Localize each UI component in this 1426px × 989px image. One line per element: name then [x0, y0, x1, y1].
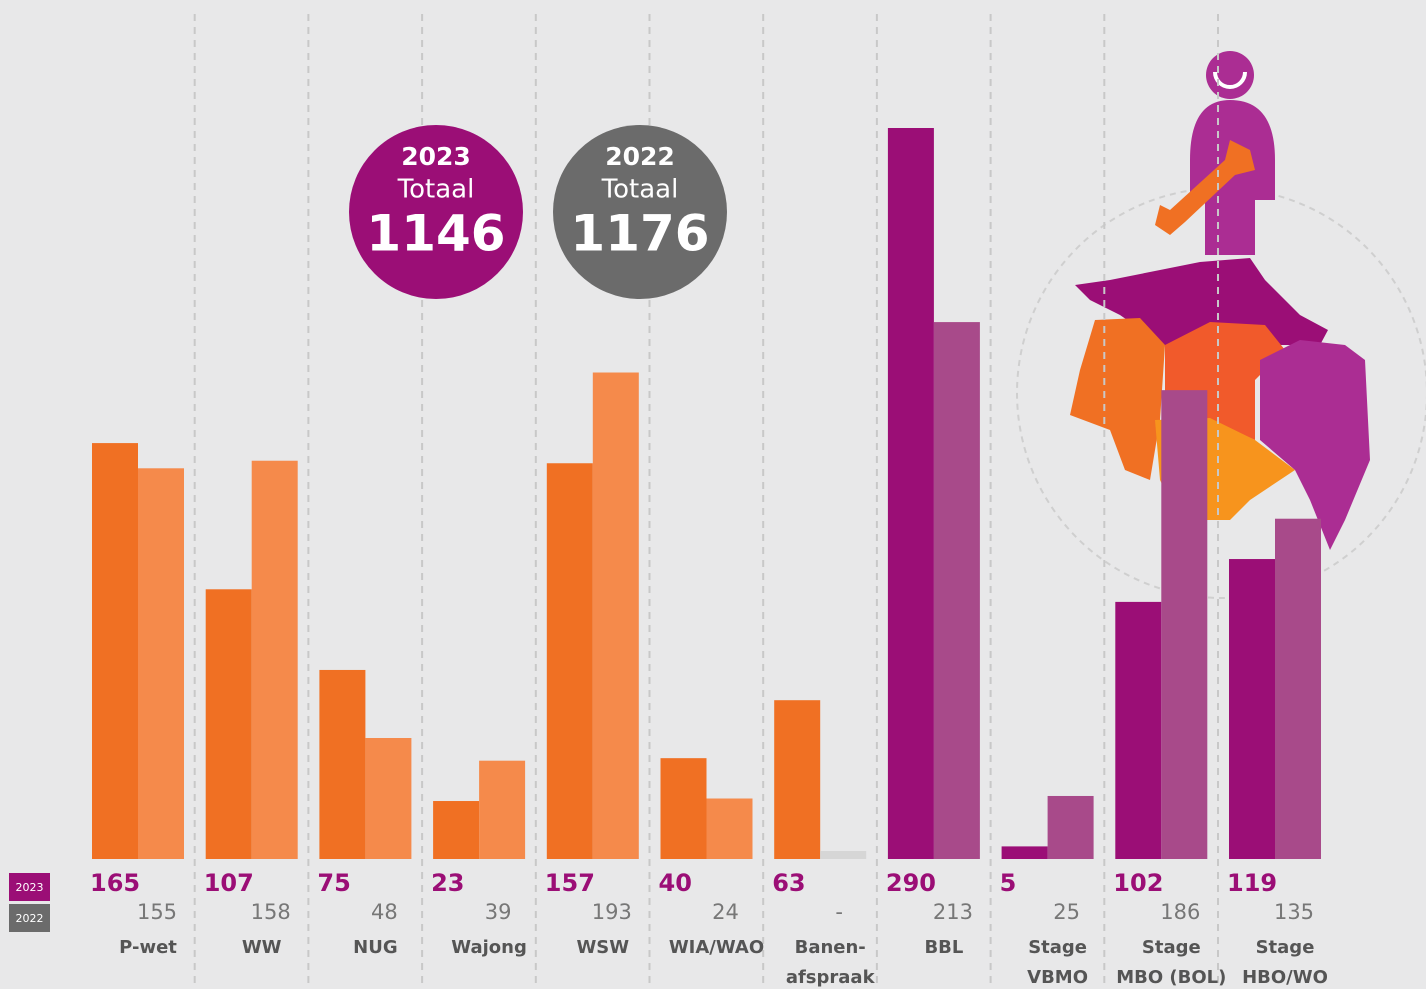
category-label: Wajong: [451, 937, 527, 958]
total-value: 1146: [366, 205, 505, 263]
value-label-2022: -: [835, 900, 843, 924]
value-label-2022: 135: [1274, 900, 1314, 924]
category-label: Stage VBMO: [1027, 937, 1088, 988]
bar: [138, 468, 184, 859]
value-label-2022: 158: [251, 900, 291, 924]
total-year: 2023: [401, 142, 471, 171]
category-label: NUG: [353, 937, 397, 958]
value-label-2022: 48: [371, 900, 398, 924]
value-label-2023: 165: [90, 869, 140, 897]
value-label-2022: 24: [712, 900, 739, 924]
bar: [205, 589, 252, 859]
value-label-2023: 23: [431, 869, 464, 897]
bar: [887, 128, 934, 859]
value-label-2023: 107: [204, 869, 254, 897]
bar: [1161, 390, 1208, 859]
bar: [1275, 518, 1321, 859]
bar: [592, 372, 639, 859]
bar: [1229, 559, 1275, 859]
bar: [1115, 601, 1162, 859]
value-label-2022: 39: [485, 900, 512, 924]
value-label-2023: 290: [886, 869, 936, 897]
bar: [660, 758, 707, 859]
legend-label: 2023: [16, 881, 44, 894]
illustration: [1016, 51, 1426, 599]
bar: [319, 669, 366, 859]
legend-swatch: [9, 873, 50, 901]
value-label-2022: 25: [1053, 900, 1080, 924]
value-label-2022: 155: [137, 900, 177, 924]
bar: [706, 798, 753, 859]
bar: [774, 700, 821, 859]
bar: [933, 322, 980, 859]
value-label-2023: 157: [545, 869, 595, 897]
value-label-2022: 193: [592, 900, 632, 924]
value-label-2023: 63: [772, 869, 805, 897]
category-label: Banen-afspraak: [786, 937, 876, 988]
value-label-2022: 186: [1160, 900, 1200, 924]
value-label-2023: 40: [659, 869, 692, 897]
value-label-2023: 119: [1227, 869, 1277, 897]
bar: [365, 738, 412, 859]
category-label: BBL: [924, 937, 963, 958]
bar: [433, 801, 480, 859]
bar: [1047, 795, 1094, 859]
bar: [1001, 846, 1048, 859]
category-label: P-wet: [119, 937, 177, 958]
legend-label: 2022: [16, 912, 44, 925]
category-label: WSW: [576, 937, 629, 958]
value-label-2023: 5: [1000, 869, 1017, 897]
total-year: 2022: [605, 142, 675, 171]
total-value: 1176: [570, 205, 709, 263]
total-badge: [349, 125, 523, 299]
value-label-2023: 75: [317, 869, 350, 897]
total-badge: [553, 125, 727, 299]
total-label: Totaal: [397, 175, 475, 205]
bar: [251, 460, 298, 859]
legend-swatch: [9, 904, 50, 932]
bar: [546, 463, 593, 859]
category-label: WW: [242, 937, 282, 958]
category-label: WIA/WAO: [669, 937, 764, 958]
value-label-2023: 102: [1113, 869, 1163, 897]
empty-bar: [820, 851, 867, 859]
total-label: Totaal: [601, 175, 679, 205]
category-label: Stage HBO/WO: [1242, 937, 1328, 988]
bar: [479, 760, 526, 859]
value-label-2022: 213: [933, 900, 973, 924]
bar: [92, 443, 138, 859]
category-label: Stage MBO (BOL): [1116, 937, 1226, 988]
